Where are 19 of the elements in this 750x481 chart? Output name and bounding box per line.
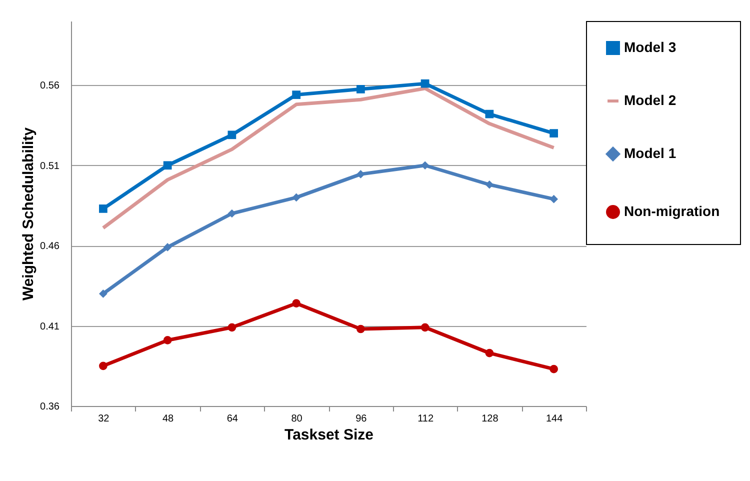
legend-label: Model 2 bbox=[624, 92, 676, 108]
x-tick-label: 96 bbox=[356, 414, 368, 424]
x-axis-title: Taskset Size bbox=[284, 426, 374, 444]
x-tick-label: 80 bbox=[291, 414, 303, 424]
x-tick-label: 32 bbox=[98, 414, 110, 424]
x-tick-label: 112 bbox=[418, 414, 434, 424]
y-tick-label: 0.51 bbox=[40, 160, 60, 172]
y-tick-label: 0.46 bbox=[40, 241, 60, 252]
y-tick-label: 0.41 bbox=[40, 321, 60, 332]
x-tick-label: 128 bbox=[482, 414, 499, 424]
x-tick-label: 48 bbox=[162, 414, 174, 424]
legend-label: Model 3 bbox=[624, 39, 676, 55]
y-tick-label: 0.36 bbox=[40, 402, 60, 412]
x-tick-label: 144 bbox=[546, 414, 564, 424]
legend-label: Non-migration bbox=[624, 203, 720, 219]
y-axis-title: Weighted Schedulability bbox=[20, 126, 38, 301]
x-tick-label: 64 bbox=[226, 414, 238, 424]
y-tick-label: 0.56 bbox=[40, 80, 60, 92]
legend-label: Model 1 bbox=[624, 145, 676, 161]
